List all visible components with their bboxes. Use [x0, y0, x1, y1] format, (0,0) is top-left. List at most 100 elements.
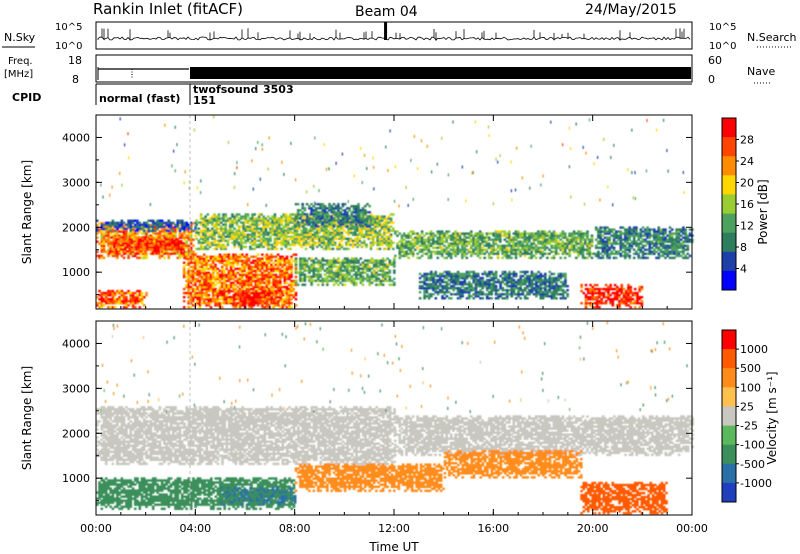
heatmap-cell: [174, 225, 177, 229]
heatmap-cell: [274, 273, 278, 277]
heatmap-cell: [366, 225, 369, 228]
heatmap-cell: [159, 238, 163, 241]
heatmap-cell: [220, 298, 224, 301]
heatmap-cell: [191, 287, 195, 291]
heatmap-cell: [323, 217, 327, 220]
heatmap-cell: [244, 225, 248, 228]
heatmap-cell: [346, 271, 349, 274]
heatmap-cell: [223, 283, 226, 287]
heatmap-cell: [257, 302, 260, 305]
heatmap-cell: [185, 240, 188, 243]
heatmap-cell: [490, 256, 493, 260]
nave-tick-bottom: 0: [708, 73, 715, 86]
heatmap-cell: [291, 227, 294, 230]
heatmap-cell: [337, 211, 340, 214]
heatmap-cell: [311, 241, 315, 244]
heatmap-cell: [219, 229, 223, 232]
heatmap-cell: [267, 257, 271, 260]
heatmap-cell: [216, 298, 219, 301]
heatmap-cell: [140, 296, 144, 299]
heatmap-cell: [470, 230, 473, 233]
heatmap-cell: [253, 213, 256, 216]
heatmap-cell: [120, 291, 124, 295]
heatmap-cell: [137, 236, 141, 239]
heatmap-cell: [112, 248, 116, 251]
heatmap-cell: [200, 257, 204, 260]
heatmap-cell: [499, 244, 502, 247]
heatmap-cell: [102, 227, 106, 231]
heatmap-cell: [301, 273, 304, 276]
heatmap-cell: [265, 257, 269, 260]
heatmap-cell: [129, 234, 133, 237]
heatmap-cell: [250, 269, 253, 273]
heatmap-cell: [189, 230, 193, 233]
heatmap-cell: [167, 256, 171, 260]
heatmap-cell: [189, 234, 193, 237]
heatmap-cell: [359, 271, 363, 274]
heatmap-cell: [189, 287, 193, 291]
heatmap-cell: [249, 225, 252, 228]
heatmap-cell: [96, 240, 99, 243]
heatmap-cell: [191, 300, 195, 303]
heatmap-cell: [183, 250, 186, 253]
heatmap-cell: [192, 244, 195, 247]
heatmap-cell: [483, 256, 486, 260]
heatmap-cell: [251, 223, 254, 226]
heatmap-cell: [356, 227, 359, 230]
heatmap-cell: [142, 229, 146, 233]
heatmap-cell: [191, 277, 195, 281]
heatmap-cell: [222, 247, 225, 251]
heatmap-cell: [145, 294, 148, 297]
heatmap-cell: [204, 217, 207, 220]
heatmap-cell: [275, 304, 278, 307]
heatmap-cell: [122, 294, 126, 297]
heatmap-cell: [265, 279, 269, 283]
heatmap-cell: [505, 232, 509, 235]
heatmap-cell: [347, 237, 350, 240]
heatmap-cell: [454, 230, 457, 233]
heatmap-cell: [340, 239, 344, 242]
heatmap-cell: [472, 234, 475, 237]
heatmap-cell: [330, 261, 333, 264]
heatmap-cell: [217, 241, 221, 244]
cpid-label: CPID: [12, 91, 41, 104]
heatmap-cell: [237, 213, 241, 216]
heatmap-cell: [254, 271, 257, 275]
heatmap-cell: [288, 283, 291, 287]
heatmap-cell: [191, 298, 195, 301]
freq-panel: Freq. [MHz] 18 8 60 0 Nave: [4, 54, 775, 86]
heatmap-cell: [223, 298, 226, 301]
heatmap-cell: [358, 231, 362, 234]
heatmap-cell: [194, 227, 197, 231]
heatmap-cell: [102, 250, 106, 253]
heatmap-cell: [389, 213, 393, 216]
heatmap-cell: [194, 253, 197, 256]
heatmap-cell: [146, 242, 149, 245]
heatmap-cell: [285, 287, 289, 291]
heatmap-cell: [241, 271, 244, 275]
heatmap-cell: [263, 271, 266, 275]
heatmap-cell: [367, 231, 370, 234]
heatmap-cell: [235, 219, 239, 222]
heatmap-cell: [293, 219, 297, 222]
heatmap-cell: [130, 246, 134, 249]
heatmap-cell: [366, 211, 369, 214]
heatmap-cell: [220, 291, 224, 295]
heatmap-cell: [336, 223, 339, 226]
heatmap-cell: [272, 298, 276, 301]
heatmap-cell: [280, 239, 283, 242]
heatmap-cell: [189, 271, 193, 275]
heatmap-cell: [156, 221, 159, 225]
heatmap-cell: [238, 277, 242, 281]
heatmap-cell: [218, 294, 222, 297]
heatmap-cell: [226, 241, 230, 244]
heatmap-cell: [378, 217, 382, 220]
heatmap-cell: [189, 302, 193, 305]
heatmap-cell: [145, 256, 148, 260]
heatmap-cell: [270, 291, 274, 295]
heatmap-cell: [246, 235, 250, 238]
heatmap-cell: [121, 244, 125, 247]
heatmap-cell: [440, 230, 444, 233]
heatmap-cell: [211, 221, 214, 224]
heatmap-cell: [300, 231, 303, 234]
